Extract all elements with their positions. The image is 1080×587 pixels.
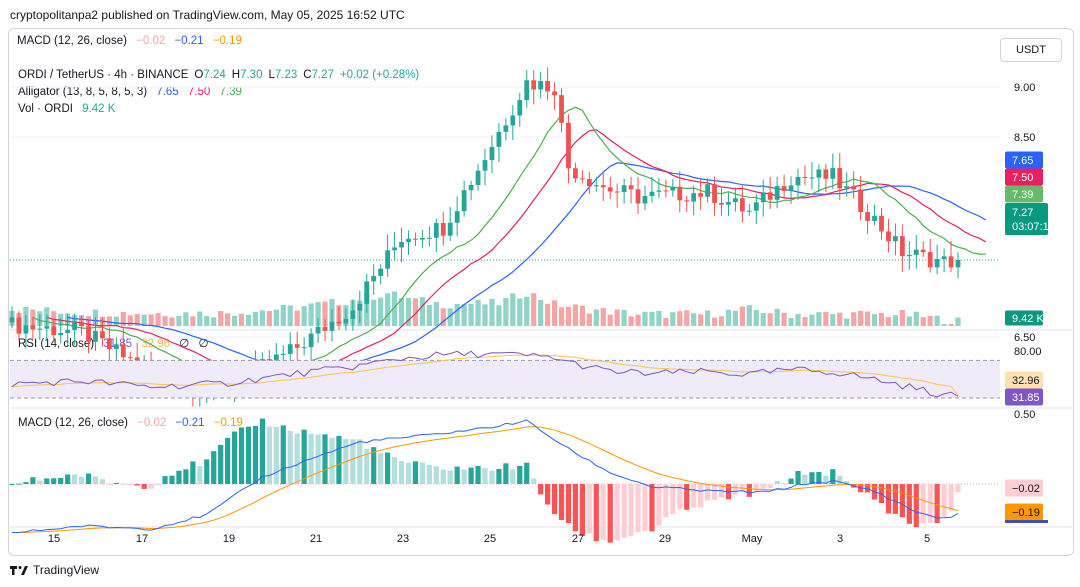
top-macd-label: MACD (12, 26, close) bbox=[17, 35, 127, 47]
publish-header: cryptopolitanpa2 published on TradingVie… bbox=[10, 8, 405, 22]
volume-legend: Vol · ORDI 9.42 K bbox=[18, 103, 116, 115]
rsi-legend: RSI (14, close) 31.85 32.96 ∅ ∅ bbox=[18, 338, 209, 350]
footer: TradingView bbox=[10, 563, 99, 577]
price-change: +0.02 (+0.28%) bbox=[339, 69, 420, 81]
top-macd-v1: −0.02 bbox=[136, 35, 166, 47]
currency-button[interactable]: USDT bbox=[1000, 38, 1062, 62]
chart-frame: MACD (12, 26, close) −0.02 −0.21 −0.19 bbox=[8, 28, 1074, 556]
top-macd-v3: −0.19 bbox=[212, 35, 242, 47]
tradingview-logo-icon bbox=[10, 566, 28, 575]
macd-legend: MACD (12, 26, close) −0.02 −0.21 −0.19 bbox=[18, 417, 243, 429]
top-macd-legend: MACD (12, 26, close) −0.02 −0.21 −0.19 bbox=[17, 35, 248, 47]
main-legend: ORDI / TetherUS · 4h · BINANCE O7.24 H7.30… bbox=[18, 69, 420, 81]
symbol-label: ORDI / TetherUS · 4h · BINANCE bbox=[18, 69, 189, 81]
top-macd-v2: −0.21 bbox=[174, 35, 204, 47]
footer-brand: TradingView bbox=[33, 563, 100, 577]
alligator-legend: Alligator (13, 8, 5, 8, 5, 3) 7.65 7.50 … bbox=[18, 86, 242, 98]
